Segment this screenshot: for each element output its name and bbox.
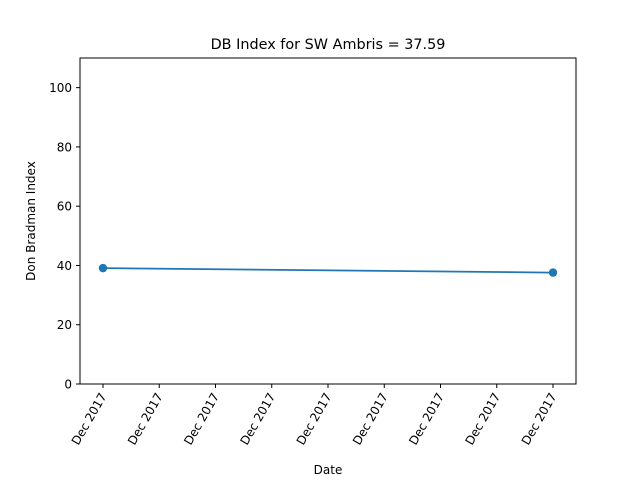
y-axis-label: Don Bradman Index	[24, 161, 38, 281]
y-tick-label: 80	[57, 140, 72, 154]
y-tick-label: 40	[57, 259, 72, 273]
x-axis: Dec 2017 Dec 2017 Dec 2017 Dec 2017 Dec 2017…	[69, 384, 560, 447]
x-axis-label: Date	[314, 463, 343, 477]
y-axis: 0 20 40 60 80 100	[49, 81, 80, 392]
x-tick-label: Dec 2017	[125, 391, 166, 448]
x-tick-label: Dec 2017	[294, 391, 335, 448]
x-tick-label: Dec 2017	[237, 391, 278, 448]
x-tick-label: Dec 2017	[181, 391, 222, 448]
x-tick-label: Dec 2017	[69, 391, 110, 448]
series-line	[102, 267, 554, 274]
x-tick-label: Dec 2017	[519, 391, 560, 448]
series-layer	[98, 263, 558, 277]
chart-title: DB Index for SW Ambris = 37.59	[211, 37, 446, 53]
x-tick-label: Dec 2017	[350, 391, 391, 448]
x-tick-label: Dec 2017	[462, 391, 503, 448]
data-point	[98, 263, 108, 273]
y-tick-label: 100	[49, 81, 72, 95]
y-tick-label: 20	[57, 318, 72, 332]
plot-area	[79, 57, 577, 385]
y-tick-label: 60	[57, 200, 72, 214]
data-point	[548, 268, 558, 277]
x-tick-label: Dec 2017	[406, 391, 447, 448]
y-tick-label: 0	[64, 378, 72, 392]
